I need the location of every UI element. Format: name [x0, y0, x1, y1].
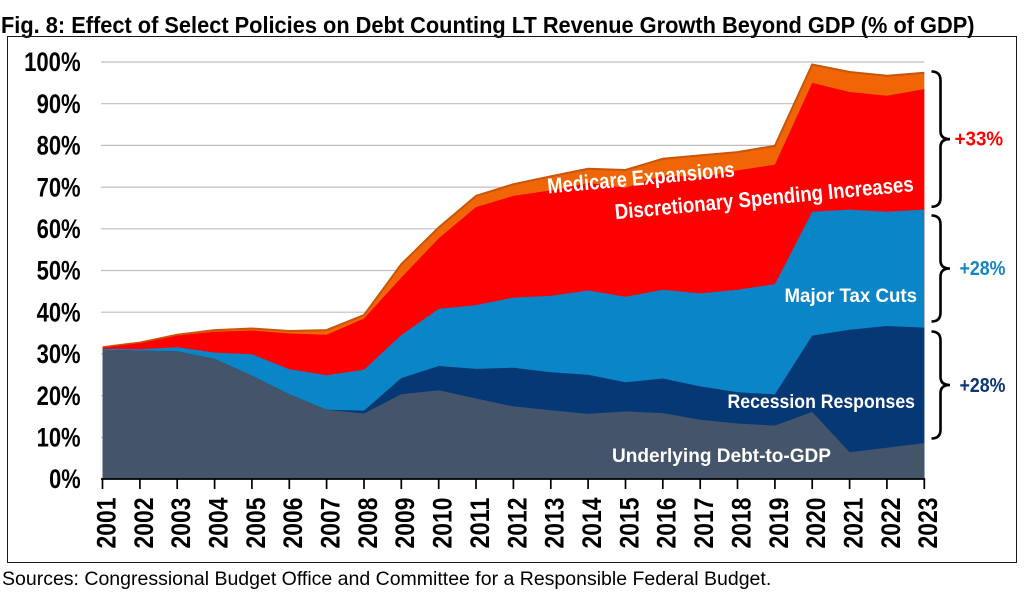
svg-text:2008: 2008 [353, 498, 383, 549]
svg-text:2016: 2016 [652, 498, 682, 549]
svg-text:2014: 2014 [577, 497, 607, 548]
svg-text:2022: 2022 [876, 498, 906, 549]
svg-text:2004: 2004 [204, 497, 234, 548]
svg-text:2023: 2023 [913, 498, 943, 549]
svg-text:2021: 2021 [839, 498, 869, 549]
svg-text:2019: 2019 [764, 498, 794, 549]
svg-text:70%: 70% [37, 172, 81, 202]
svg-text:2007: 2007 [316, 498, 346, 549]
svg-text:+28%: +28% [960, 374, 1006, 397]
svg-text:2012: 2012 [502, 498, 532, 549]
svg-text:+33%: +33% [955, 127, 1004, 150]
svg-text:2013: 2013 [540, 498, 570, 549]
svg-text:2011: 2011 [465, 497, 495, 548]
svg-text:30%: 30% [37, 339, 81, 369]
svg-text:2001: 2001 [91, 498, 121, 549]
svg-text:40%: 40% [37, 297, 81, 327]
svg-text:2009: 2009 [390, 498, 420, 549]
svg-text:50%: 50% [37, 256, 81, 286]
svg-text:0%: 0% [49, 464, 81, 494]
svg-text:2006: 2006 [278, 498, 308, 549]
svg-text:2018: 2018 [726, 498, 756, 549]
svg-text:Underlying Debt-to-GDP: Underlying Debt-to-GDP [612, 445, 831, 467]
svg-text:+28%: +28% [960, 257, 1006, 280]
svg-text:Recession Responses: Recession Responses [728, 391, 916, 413]
svg-text:80%: 80% [37, 131, 81, 161]
svg-text:2002: 2002 [129, 498, 159, 549]
svg-text:2015: 2015 [614, 498, 644, 549]
svg-text:10%: 10% [37, 423, 81, 453]
svg-text:2010: 2010 [428, 498, 458, 549]
svg-text:2017: 2017 [689, 498, 719, 549]
svg-text:2020: 2020 [801, 498, 831, 549]
svg-text:60%: 60% [37, 214, 81, 244]
svg-text:20%: 20% [37, 381, 81, 411]
svg-text:Major Tax Cuts: Major Tax Cuts [785, 285, 918, 307]
svg-text:90%: 90% [37, 89, 81, 119]
svg-text:2005: 2005 [241, 498, 271, 549]
svg-text:2003: 2003 [166, 498, 196, 549]
svg-text:100%: 100% [24, 47, 81, 77]
